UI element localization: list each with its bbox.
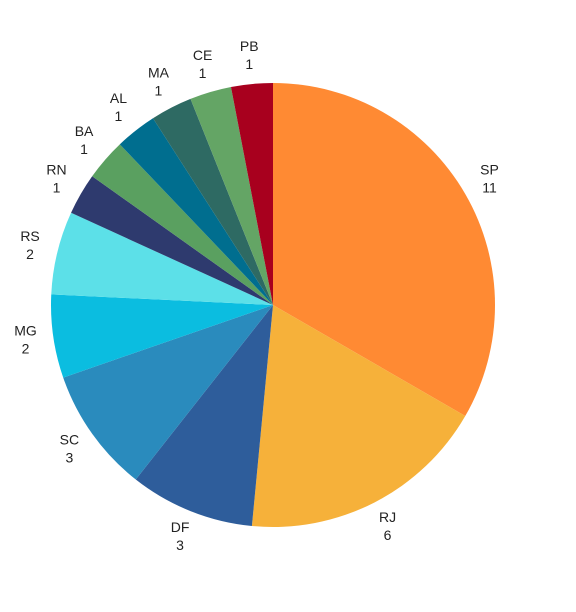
- slice-value: 1: [199, 65, 207, 81]
- pie-slice: [273, 83, 495, 416]
- pie-slice: [51, 294, 273, 378]
- slice-label: AL: [110, 90, 127, 106]
- slice-label: RJ: [379, 509, 396, 525]
- slice-value: 1: [245, 56, 253, 72]
- pie-slice: [119, 118, 273, 305]
- pie-slice: [230, 83, 273, 305]
- pie-slice: [92, 144, 273, 305]
- slice-label: SC: [60, 432, 79, 448]
- slice-label: PB: [240, 38, 259, 54]
- pie-slice: [51, 212, 273, 305]
- slice-value: 2: [26, 246, 34, 262]
- slice-value: 11: [482, 180, 497, 196]
- slice-value: 1: [80, 141, 88, 157]
- slice-value: 2: [22, 340, 30, 356]
- slice-value: 1: [53, 180, 61, 196]
- slice-label: MG: [14, 322, 37, 338]
- pie-slice: [71, 176, 273, 305]
- slice-value: 1: [155, 82, 163, 98]
- slice-label: BA: [75, 123, 94, 139]
- slice-label: RS: [20, 228, 39, 244]
- pie-slice: [135, 305, 273, 526]
- pie-slice: [152, 98, 273, 306]
- pie-slice: [190, 87, 273, 305]
- slice-label: MA: [148, 64, 170, 80]
- slice-label: RN: [46, 162, 66, 178]
- slice-value: 3: [65, 450, 73, 466]
- slice-value: 6: [384, 527, 392, 543]
- pie-slice: [251, 305, 466, 527]
- slice-label: CE: [193, 47, 212, 63]
- pie-slice: [63, 305, 273, 480]
- slice-label: SP: [480, 162, 499, 178]
- slice-label: DF: [171, 519, 190, 535]
- slice-value: 1: [115, 108, 123, 124]
- slice-value: 3: [176, 537, 184, 553]
